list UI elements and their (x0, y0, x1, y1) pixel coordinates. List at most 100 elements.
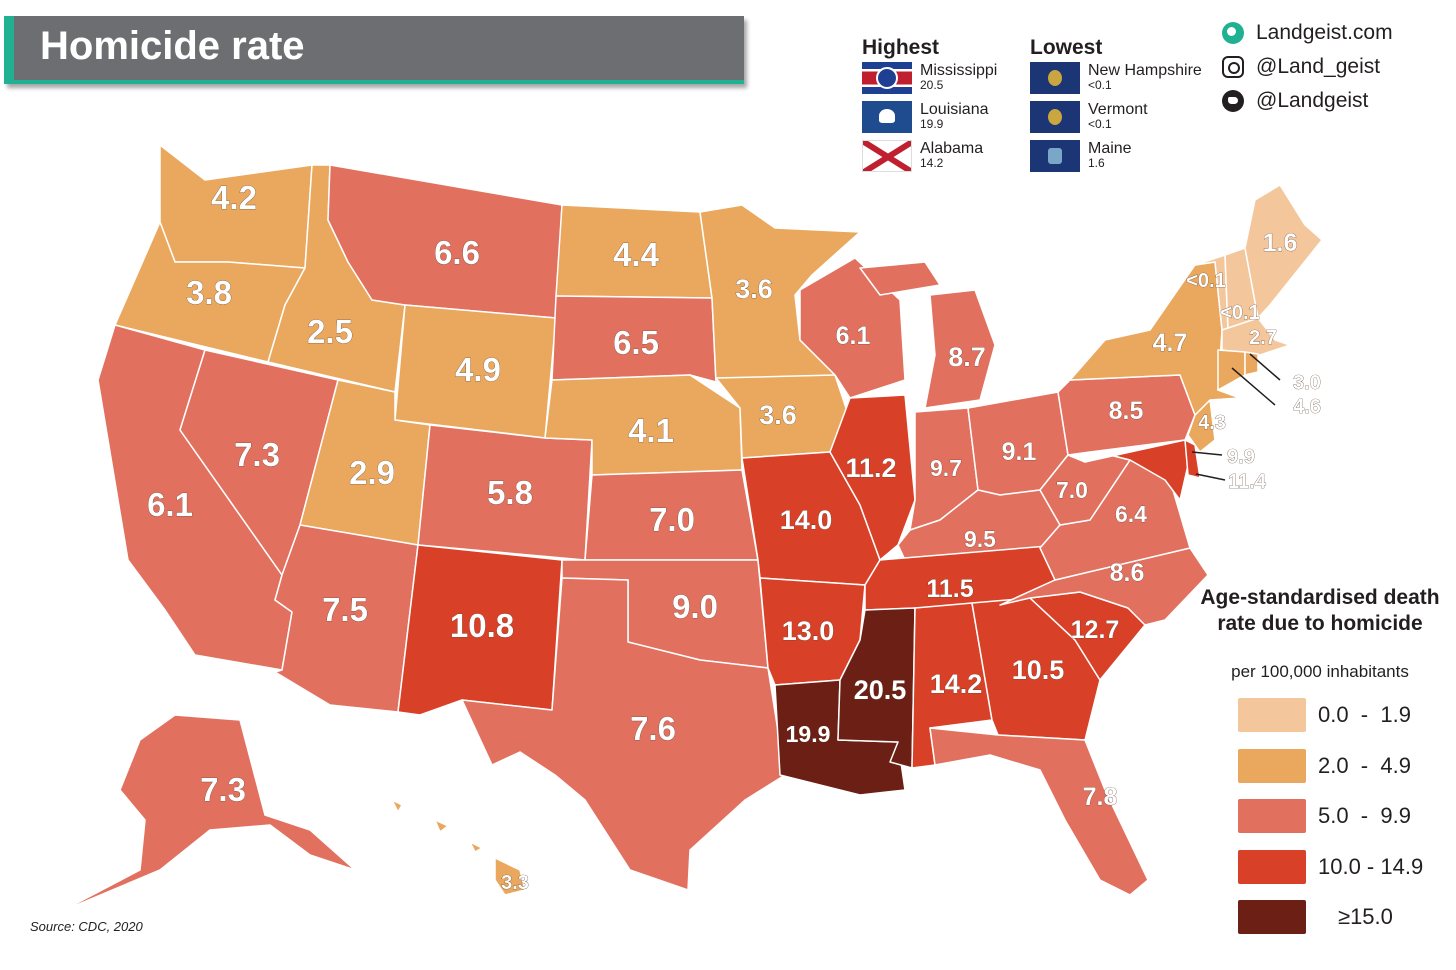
label-mo: 14.0 (780, 505, 833, 535)
state-ct[interactable] (1217, 349, 1246, 391)
legend-swatch (1238, 799, 1306, 833)
legend-label: 10.0 - 14.9 (1318, 854, 1424, 879)
label-mi: 8.7 (948, 342, 986, 372)
label-de: 9.9 (1227, 446, 1255, 468)
legend-swatch (1238, 698, 1306, 732)
legend-bin-3: 5.0 - 9.9 (1238, 799, 1448, 835)
label-ri: 3.0 (1293, 372, 1321, 394)
label-in: 9.7 (930, 455, 962, 481)
label-fl: 7.8 (1083, 783, 1118, 811)
label-nj: 4.3 (1198, 412, 1226, 434)
label-nd: 4.4 (613, 236, 660, 273)
label-la: 19.9 (786, 721, 831, 747)
label-ak: 7.3 (200, 771, 246, 808)
rank-item-maine: Maine 1.6 (1030, 140, 1202, 179)
label-az: 7.5 (322, 591, 368, 628)
label-mn: 3.6 (735, 274, 773, 304)
state-tx[interactable] (461, 577, 786, 891)
legend-label: ≥15.0 (1338, 904, 1393, 929)
label-co: 5.8 (487, 474, 533, 511)
legend-subtitle: per 100,000 inhabitants (1231, 662, 1409, 681)
label-ms: 20.5 (854, 675, 907, 705)
label-me: 1.6 (1263, 229, 1298, 257)
alabama-flag-icon (862, 140, 912, 172)
lowest-heading: Lowest (1030, 36, 1103, 59)
louisiana-flag-icon (862, 101, 912, 133)
rank-item-new-hampshire: New Hampshire <0.1 (1030, 62, 1202, 101)
label-tn: 11.5 (926, 575, 973, 603)
source-note: Source: CDC, 2020 (30, 919, 143, 934)
label-hi: 3.3 (501, 872, 529, 894)
label-mt: 6.6 (434, 234, 480, 271)
legend-bin-2: 2.0 - 4.9 (1238, 749, 1448, 785)
label-ca: 6.1 (147, 486, 193, 523)
rank-item-mississippi: Mississippi 20.5 (862, 62, 997, 101)
state-il[interactable] (829, 394, 916, 561)
state-mi[interactable] (859, 261, 996, 409)
brand-instagram[interactable]: @Land_geist (1222, 50, 1442, 84)
legend-swatch (1238, 749, 1306, 783)
state-hi[interactable] (391, 799, 526, 896)
state-mn[interactable] (699, 204, 861, 383)
label-ma: 2.7 (1249, 327, 1277, 349)
legend-label: 5.0 - 9.9 (1318, 803, 1411, 828)
mississippi-flag-icon (862, 62, 912, 94)
label-wi: 6.1 (836, 322, 871, 350)
label-ks: 7.0 (649, 501, 695, 538)
twitter-icon (1222, 90, 1244, 112)
leader-lines (1191, 353, 1281, 481)
state-fl[interactable] (929, 727, 1149, 896)
state-ak[interactable] (59, 714, 356, 913)
label-vt: <0.1 (1186, 270, 1225, 292)
label-va: 6.4 (1115, 501, 1147, 527)
title-bar: Homicide rate (4, 16, 744, 84)
legend-bin-4: 10.0 - 14.9 (1238, 850, 1448, 886)
lowest-list: Lowest New Hampshire <0.1 Vermont <0.1 Mai… (1030, 36, 1202, 179)
legend-bin-1: 0.0 - 1.9 (1238, 698, 1448, 734)
state-de[interactable] (1184, 439, 1201, 479)
instagram-icon (1222, 56, 1244, 78)
label-nm: 10.8 (450, 607, 514, 644)
label-or: 3.8 (186, 274, 232, 311)
label-nh: <0.1 (1220, 302, 1259, 324)
legend-bin-5: ≥15.0 (1238, 900, 1448, 936)
label-nv: 7.3 (234, 436, 280, 473)
label-sd: 6.5 (613, 324, 659, 361)
label-nc: 8.6 (1110, 559, 1145, 587)
globe-icon (1222, 22, 1244, 44)
label-ct: 4.6 (1293, 396, 1321, 418)
label-ne: 4.1 (628, 412, 674, 449)
state-sd[interactable] (551, 295, 717, 383)
state-me[interactable] (1244, 184, 1323, 319)
map-title: Homicide rate (40, 24, 305, 68)
label-id: 2.5 (307, 313, 353, 350)
rank-item-louisiana: Louisiana 19.9 (862, 101, 997, 140)
vermont-flag-icon (1030, 101, 1080, 133)
highest-list: Highest Mississippi 20.5 Louisiana 19.9 Al… (862, 36, 997, 179)
label-ut: 2.9 (349, 454, 395, 491)
label-ny: 4.7 (1153, 329, 1188, 357)
label-al: 14.2 (930, 669, 983, 699)
label-il: 11.2 (845, 453, 896, 483)
maine-flag-icon (1030, 140, 1080, 172)
label-ok: 9.0 (672, 588, 718, 625)
legend-swatch (1238, 850, 1306, 884)
label-ga: 10.5 (1012, 655, 1065, 685)
label-ia: 3.6 (759, 400, 797, 430)
label-wa: 4.2 (211, 179, 257, 216)
brand-twitter[interactable]: @Landgeist (1222, 84, 1442, 118)
brand-site[interactable]: Landgeist.com (1222, 16, 1442, 50)
label-ky: 9.5 (964, 526, 996, 552)
label-sc: 12.7 (1071, 616, 1120, 644)
state-co[interactable] (417, 424, 593, 561)
label-wy: 4.9 (455, 351, 501, 388)
rank-item-vermont: Vermont <0.1 (1030, 101, 1202, 140)
legend-label: 0.0 - 1.9 (1318, 702, 1411, 727)
label-md: 11.4 (1228, 471, 1267, 493)
brand-block: Landgeist.com @Land_geist @Landgeist (1222, 16, 1442, 118)
label-oh: 9.1 (1002, 438, 1037, 466)
highest-heading: Highest (862, 36, 940, 59)
label-ar: 13.0 (782, 616, 835, 646)
rank-item-alabama: Alabama 14.2 (862, 140, 997, 179)
